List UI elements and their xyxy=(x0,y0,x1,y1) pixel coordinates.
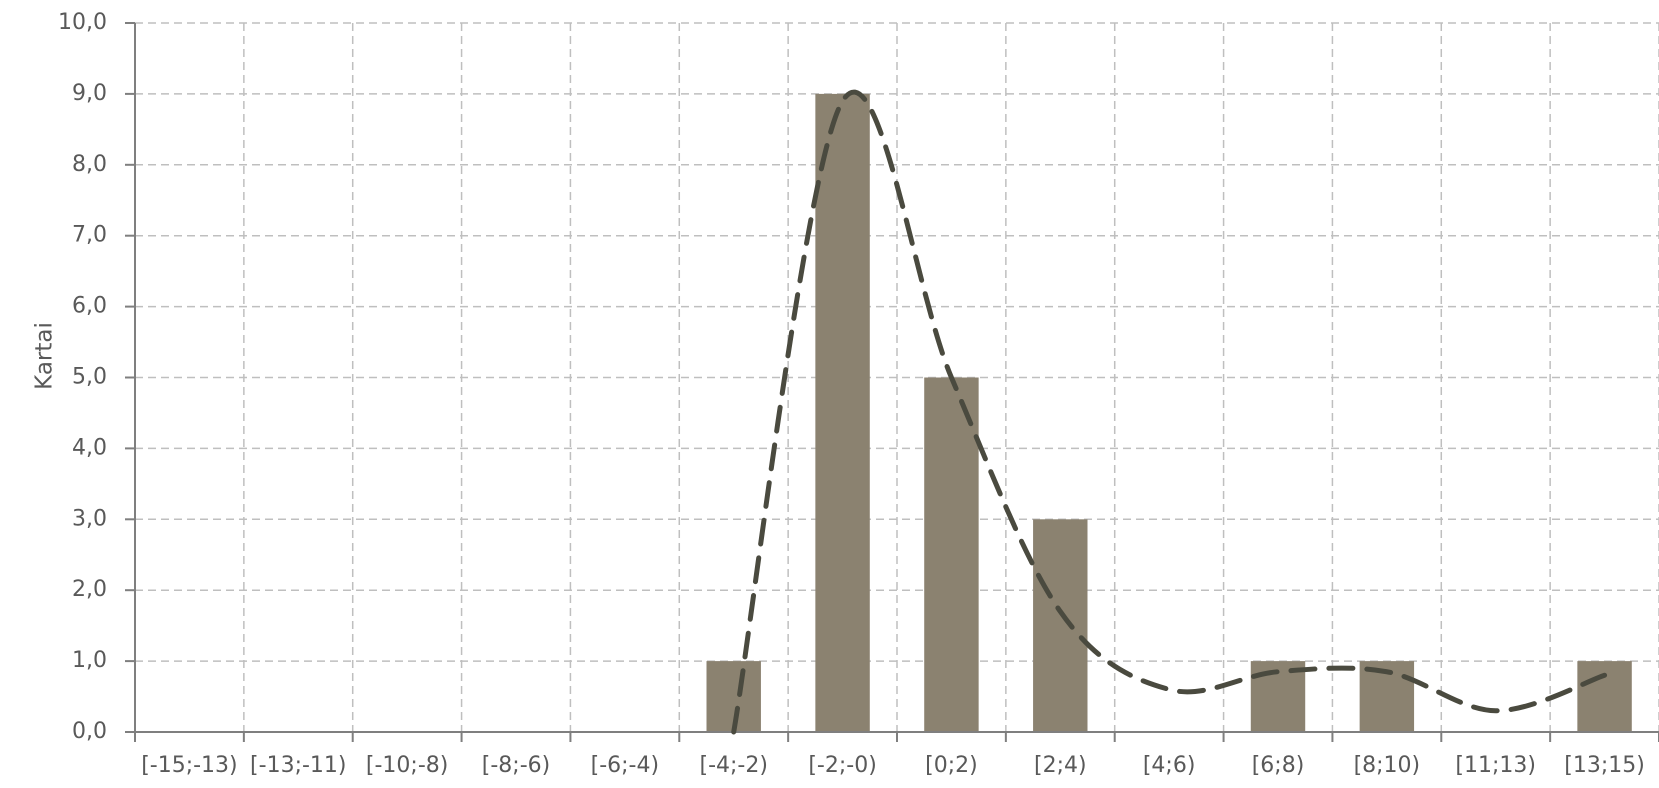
y-tick-label: 1,0 xyxy=(72,648,107,673)
x-tick-label: [-6;-4) xyxy=(591,753,659,778)
x-tick-label: [-2;-0) xyxy=(808,753,876,778)
x-tick-label: [0;2) xyxy=(925,753,978,778)
bar xyxy=(924,377,979,732)
x-tick-label: [-13;-11) xyxy=(250,753,346,778)
x-tick-label: [4;6) xyxy=(1143,753,1196,778)
x-tick-label: [2;4) xyxy=(1034,753,1087,778)
y-tick-label: 2,0 xyxy=(72,577,107,602)
y-tick-label: 5,0 xyxy=(72,365,107,390)
y-tick-label: 3,0 xyxy=(72,506,107,531)
y-tick-label: 7,0 xyxy=(72,223,107,248)
x-tick-label: [8;10) xyxy=(1354,753,1421,778)
y-tick-label: 8,0 xyxy=(72,152,107,177)
x-tick-label: [11;13) xyxy=(1455,753,1536,778)
x-tick-labels: [-15;-13) [-13;-11) [-10;-8) [-8;-6) [-6;-4)… xyxy=(141,753,1645,778)
trend-curve xyxy=(731,89,1608,735)
bar xyxy=(1033,519,1088,732)
bar xyxy=(1577,661,1632,732)
x-tick-label: [-15;-13) xyxy=(141,753,237,778)
x-tick-label: [-4;-2) xyxy=(699,753,767,778)
axes xyxy=(125,22,1659,742)
y-tick-label: 10,0 xyxy=(58,10,107,35)
x-tick-label: [-10;-8) xyxy=(366,753,448,778)
x-tick-label: [13;15) xyxy=(1564,753,1645,778)
x-tick-label: [6;8) xyxy=(1252,753,1305,778)
bar xyxy=(815,93,870,732)
y-tick-label: 6,0 xyxy=(72,294,107,319)
grid-lines xyxy=(135,22,1659,732)
x-tick-label: [-8;-6) xyxy=(482,753,550,778)
bars xyxy=(706,93,1632,732)
trend-line xyxy=(731,89,1608,735)
y-tick-label: 4,0 xyxy=(72,435,107,460)
y-axis-title: Kartai xyxy=(32,322,58,390)
y-tick-labels: 0,0 1,0 2,0 3,0 4,0 5,0 6,0 7,0 8,0 9,0 10,0 xyxy=(58,10,107,744)
y-tick-label: 9,0 xyxy=(72,81,107,106)
y-tick-label: 0,0 xyxy=(72,719,107,744)
